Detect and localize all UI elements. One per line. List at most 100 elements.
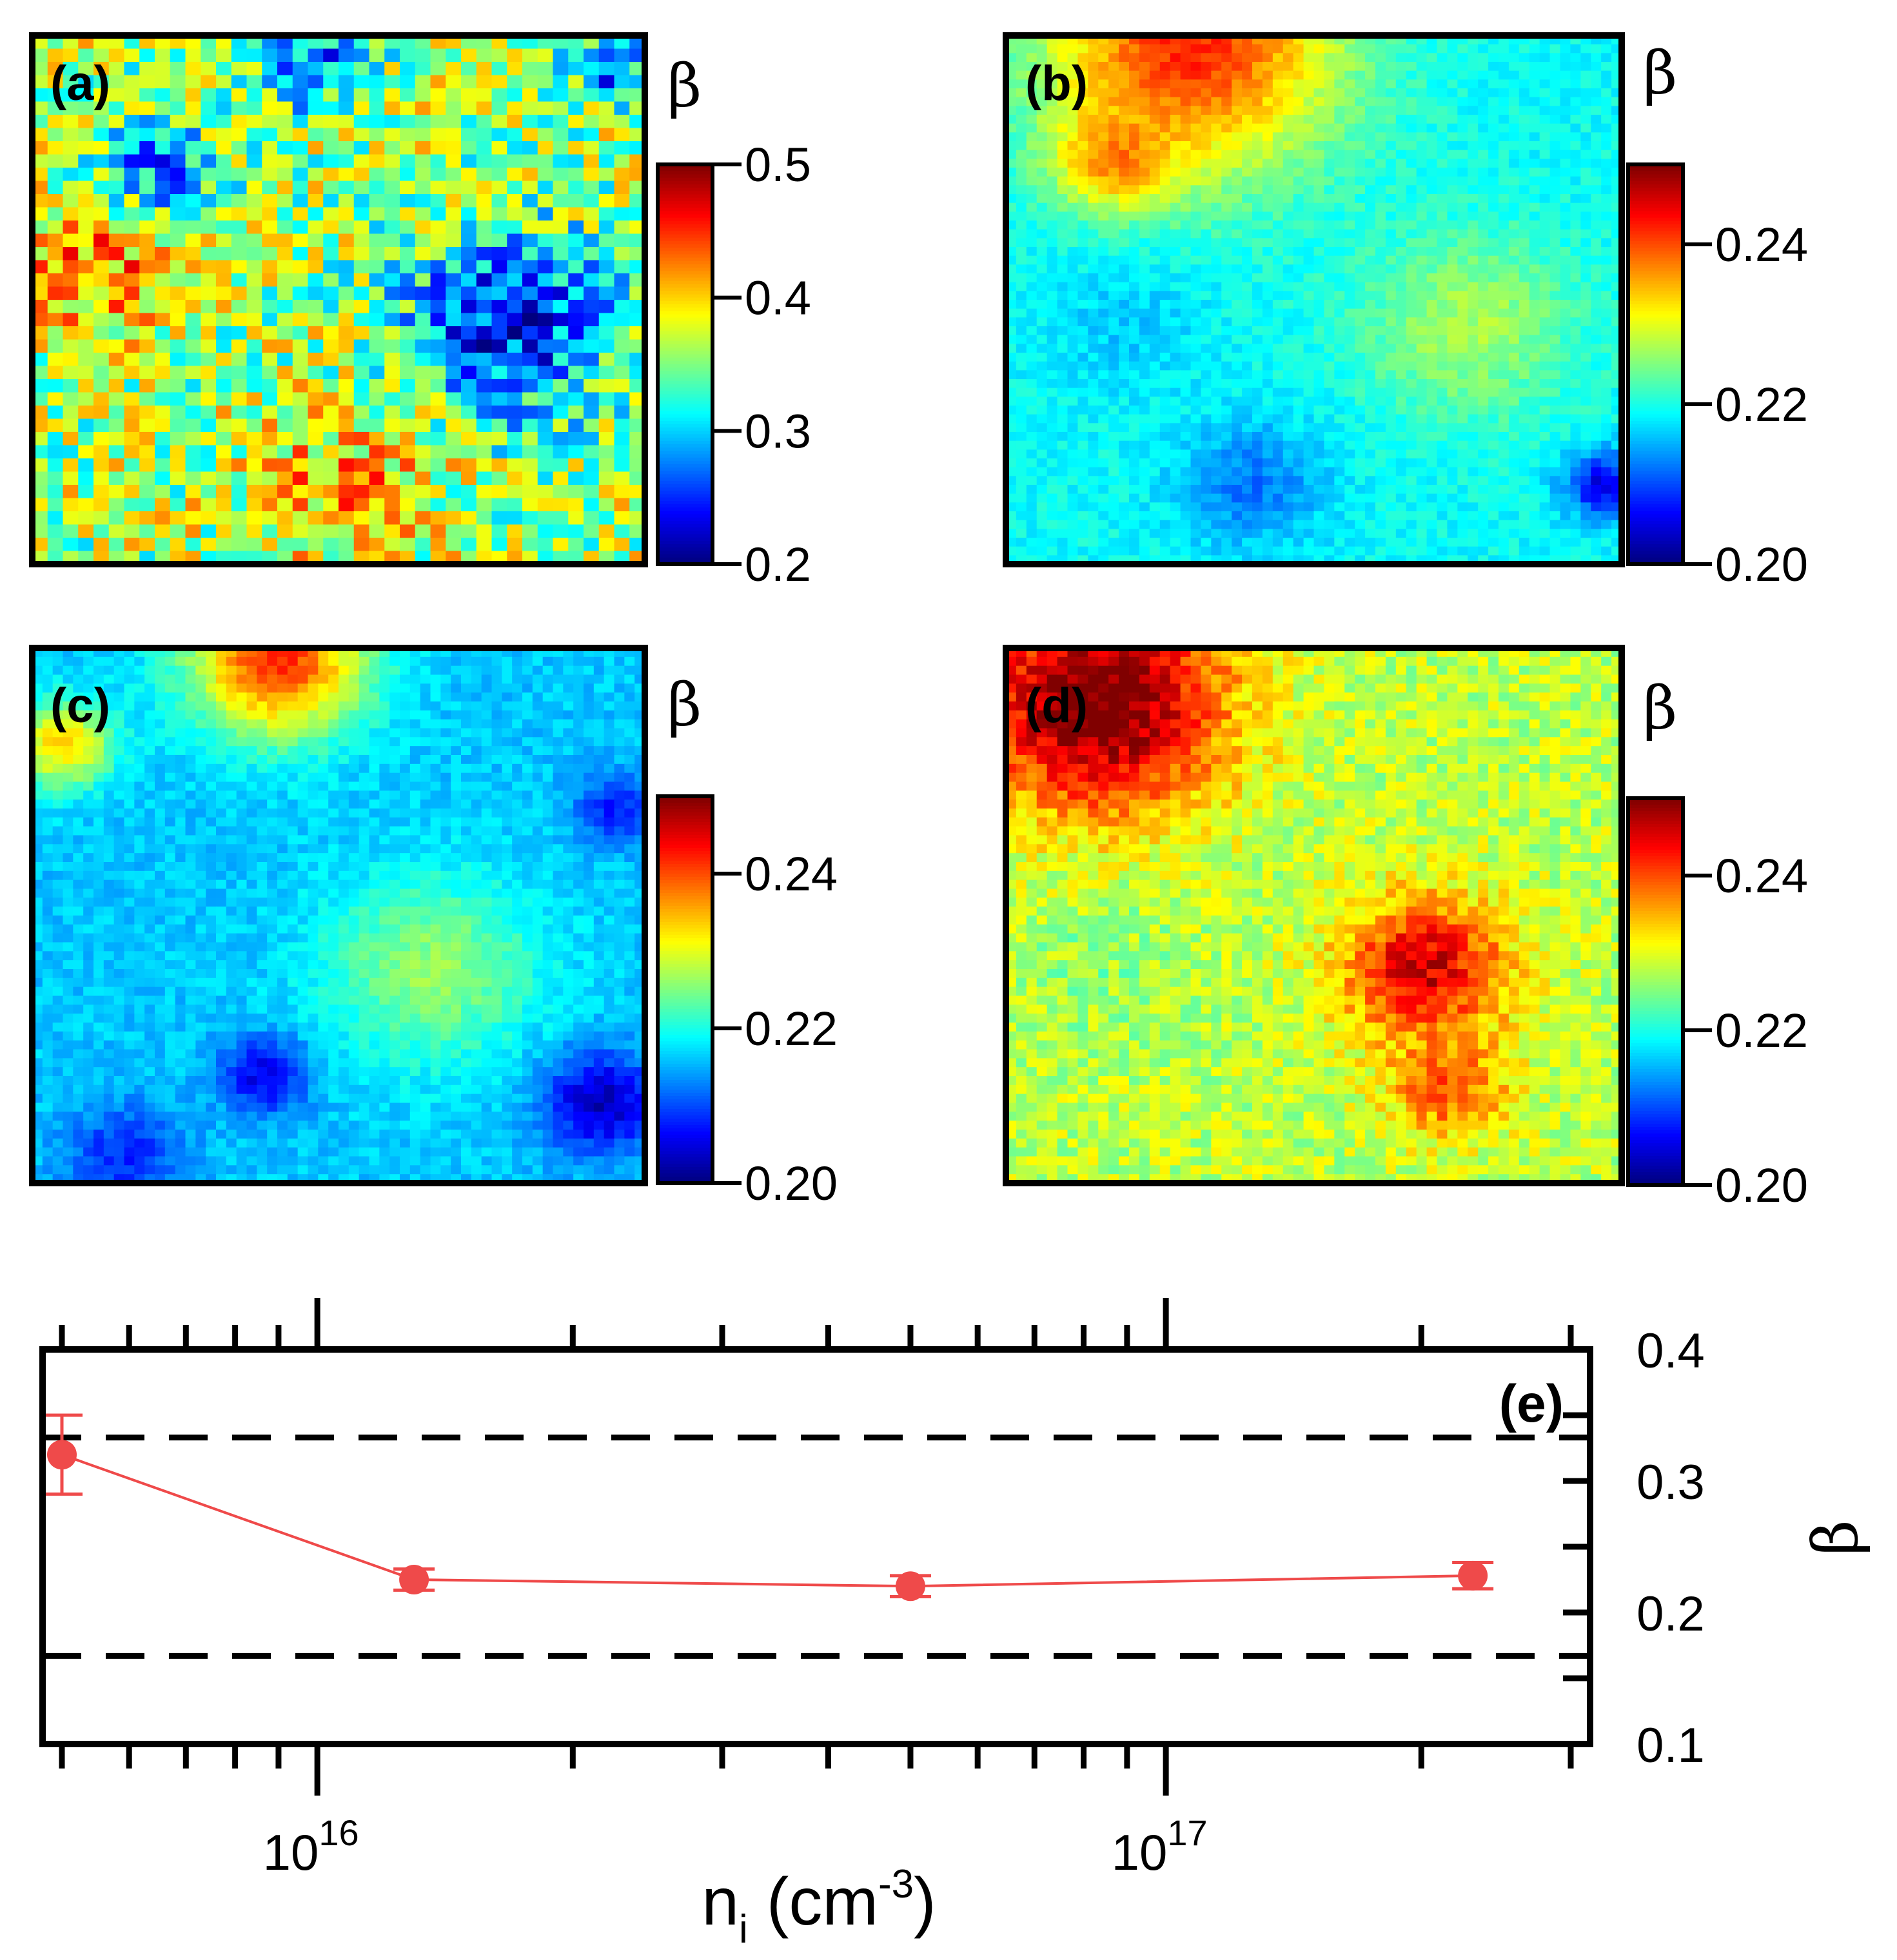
heatmap-cell <box>124 524 140 538</box>
heatmap-cell <box>1067 335 1079 344</box>
heatmap-cell <box>384 247 400 261</box>
heatmap-cell <box>1601 247 1612 257</box>
heatmap-cell <box>1365 194 1376 204</box>
heatmap-cell <box>1591 414 1602 424</box>
heatmap-cell <box>1426 370 1438 380</box>
heatmap-cell <box>1232 150 1243 159</box>
heatmap-cell <box>170 35 186 50</box>
heatmap-cell <box>415 485 431 499</box>
heatmap-cell <box>584 273 600 288</box>
heatmap-cell <box>1457 141 1468 151</box>
heatmap-cell <box>1385 458 1397 468</box>
colorbar-segment <box>658 251 713 255</box>
heatmap-cell <box>1560 88 1571 98</box>
heatmap-cell <box>1303 123 1315 133</box>
heatmap-cell <box>1344 387 1355 397</box>
heatmap-cell <box>629 247 645 261</box>
heatmap-cell <box>1262 335 1273 344</box>
heatmap-cell <box>1519 159 1530 168</box>
heatmap-cell <box>1252 449 1263 459</box>
heatmap-cell <box>568 273 584 288</box>
heatmap-cell <box>1539 97 1551 106</box>
heatmap-cell <box>1437 317 1448 327</box>
heatmap-cell <box>1149 88 1161 98</box>
heatmap-cell <box>1601 476 1612 485</box>
heatmap-cell <box>1180 300 1192 309</box>
heatmap-cell <box>1047 247 1058 257</box>
heatmap-cell <box>1344 115 1355 124</box>
heatmap-cell <box>1426 326 1438 336</box>
heatmap-cell <box>1580 432 1591 442</box>
colorbar-segment <box>658 411 713 415</box>
heatmap-cell <box>262 260 278 274</box>
heatmap-cell <box>384 141 400 155</box>
heatmap-cell <box>1334 423 1345 433</box>
heatmap-cell <box>1190 62 1202 72</box>
heatmap-cell <box>1499 502 1509 512</box>
heatmap-cell <box>1283 485 1294 495</box>
heatmap-cell <box>1119 397 1130 406</box>
heatmap-cell <box>108 485 125 499</box>
heatmap-cell <box>1478 168 1489 177</box>
heatmap-cell <box>1591 273 1602 283</box>
heatmap-cell <box>1232 344 1243 353</box>
heatmap-cell <box>1539 273 1551 283</box>
heatmap-cell <box>1149 168 1161 177</box>
heatmap-cell <box>507 471 523 485</box>
heatmap-cell <box>1549 397 1561 406</box>
heatmap-cell <box>1478 440 1489 450</box>
heatmap-cell <box>93 233 110 248</box>
heatmap-cell <box>1529 308 1540 318</box>
heatmap-cell <box>201 154 217 168</box>
heatmap-cell <box>308 339 324 353</box>
heatmap-cell <box>1570 485 1581 495</box>
heatmap-cell <box>155 432 171 446</box>
heatmap-cell <box>185 458 201 473</box>
heatmap-cell <box>277 432 293 446</box>
heatmap-cell <box>415 392 431 406</box>
heatmap-cell <box>32 48 48 63</box>
heatmap-cell <box>292 313 309 327</box>
heatmap-cell <box>323 181 339 195</box>
heatmap-cell <box>1026 317 1037 327</box>
heatmap-cell <box>1437 70 1448 80</box>
heatmap-cell <box>1324 423 1335 433</box>
heatmap-cell <box>1221 247 1232 257</box>
heatmap-cell <box>522 326 538 340</box>
heatmap-cell <box>1232 397 1243 406</box>
heatmap-cell <box>1468 141 1479 151</box>
heatmap-cell <box>461 471 477 485</box>
heatmap-cell <box>1478 185 1489 195</box>
heatmap-cell <box>308 128 324 142</box>
colorbar-segment <box>658 427 713 432</box>
heatmap-cell <box>614 168 630 182</box>
heatmap-cell <box>353 286 370 300</box>
heatmap-cell <box>1570 141 1581 151</box>
heatmap-cell <box>1067 344 1079 353</box>
heatmap-cell <box>1201 176 1212 186</box>
heatmap-cell <box>1570 185 1581 195</box>
heatmap-cell <box>1170 423 1181 433</box>
heatmap-cell <box>323 471 339 485</box>
heatmap-cell <box>1549 379 1561 389</box>
heatmap-cell <box>1529 423 1540 433</box>
heatmap-cell <box>1047 70 1058 80</box>
heatmap-cell <box>522 353 538 367</box>
heatmap-cell <box>1242 53 1253 63</box>
heatmap-cell <box>1468 264 1479 274</box>
heatmap-cell <box>353 35 370 50</box>
heatmap-cell <box>1601 220 1612 230</box>
heatmap-cell <box>553 339 569 353</box>
heatmap-cell <box>185 115 201 129</box>
heatmap-cell <box>1159 485 1171 495</box>
heatmap-cell <box>1170 370 1181 380</box>
heatmap-cell <box>1180 106 1192 115</box>
heatmap-cell <box>1098 255 1109 265</box>
heatmap-cell <box>1447 370 1458 380</box>
heatmap-cell <box>1375 168 1386 177</box>
heatmap-cell <box>1077 202 1088 212</box>
heatmap-cell <box>1478 458 1489 468</box>
heatmap-cell <box>1313 423 1325 433</box>
heatmap-cell <box>1313 273 1325 283</box>
heatmap-cell <box>1478 132 1489 142</box>
